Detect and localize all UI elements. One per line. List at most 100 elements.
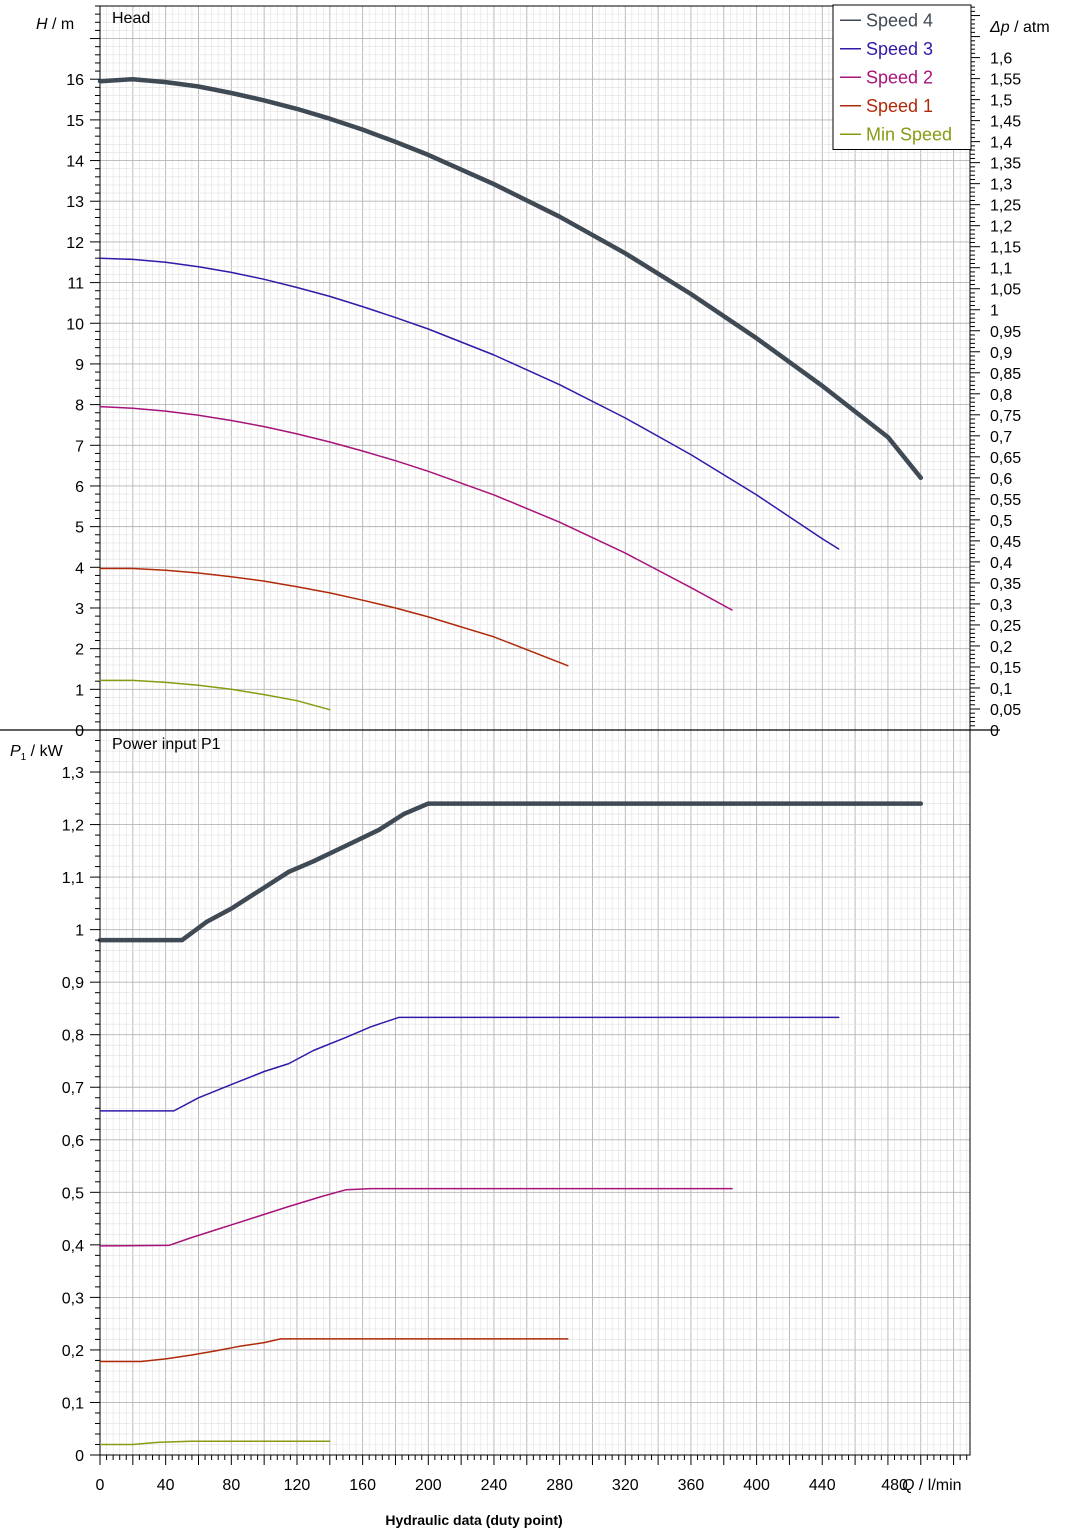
- dp-y-tick-label: 0,9: [990, 345, 1012, 362]
- x-tick-label: 280: [546, 1477, 573, 1494]
- head-y-tick-label: 15: [66, 113, 84, 130]
- dp-y-tick-label: 1: [990, 303, 999, 320]
- power-y-tick-label: 0,6: [62, 1133, 84, 1150]
- dp-y-tick-label: 0,15: [990, 660, 1021, 677]
- dp-y-tick-label: 0,55: [990, 492, 1021, 509]
- dp-y-tick-label: 1,4: [990, 135, 1012, 152]
- head-panel-title: Head: [112, 10, 150, 27]
- head-y-tick-label: 11: [67, 276, 84, 293]
- power-y-tick-label: 1,2: [62, 818, 84, 835]
- dp-y-tick-label: 0,05: [990, 702, 1021, 719]
- power-y-tick-label: 0,5: [62, 1185, 84, 1202]
- chart-frame: [0, 5, 1000, 1456]
- dp-y-tick-label: 0,85: [990, 366, 1021, 383]
- x-tick-label: 80: [222, 1477, 240, 1494]
- power-y-tick-label: 0,9: [62, 975, 84, 992]
- head-series-speed-2: [99, 405, 733, 611]
- power-y-tick-label: 0,4: [62, 1238, 84, 1255]
- head-y-tick-label: 6: [75, 479, 84, 496]
- head-y-tick-label: 4: [75, 560, 84, 577]
- power-y-axis-label: P1 / kW: [10, 743, 64, 763]
- head-y-tick-label: 0: [75, 723, 84, 740]
- head-y-tick-label: 10: [66, 316, 84, 333]
- head-series-speed-4: [97, 76, 924, 481]
- head-series-speed-1: [99, 567, 569, 667]
- power-y-tick-label: 1: [75, 923, 84, 940]
- head-y-tick-label: 7: [75, 438, 84, 455]
- head-y-tick-label: 1: [75, 682, 84, 699]
- legend-label: Speed 1: [866, 96, 933, 116]
- legend: Speed 4 Speed 3 Speed 2 Speed 1 Min Speed: [832, 4, 972, 150]
- power-series-speed-3: [99, 1016, 840, 1112]
- x-axis-label: Q / l/min: [902, 1477, 962, 1494]
- head-series-min-speed: [99, 679, 331, 711]
- power-series-speed-1: [99, 1338, 569, 1363]
- x-tick-label: 320: [612, 1477, 639, 1494]
- power-y-tick-label: 0,8: [62, 1028, 84, 1045]
- dp-y-tick-label: 0,65: [990, 450, 1021, 467]
- dp-y-tick-label: 1,2: [990, 219, 1012, 236]
- dp-y-tick-label: 1,3: [990, 177, 1012, 194]
- x-tick-label: 480: [881, 1477, 908, 1494]
- x-tick-label: 120: [284, 1477, 311, 1494]
- dp-y-tick-label: 0,45: [990, 534, 1021, 551]
- dp-y-tick-label: 0: [990, 723, 999, 740]
- legend-label: Min Speed: [866, 124, 952, 144]
- dp-y-tick-label: 0,35: [990, 576, 1021, 593]
- dp-y-tick-label: 1,6: [990, 51, 1012, 68]
- dp-y-tick-label: 1,25: [990, 198, 1021, 215]
- dp-y-tick-label: 0,1: [990, 681, 1012, 698]
- head-y-tick-label: 13: [66, 194, 84, 211]
- dp-y-tick-label: 0,2: [990, 639, 1012, 656]
- power-y-tick-label: 0,2: [62, 1343, 84, 1360]
- dp-y-tick-label: 1,45: [990, 114, 1021, 131]
- power-y-tick-label: 0: [75, 1448, 84, 1465]
- head-series-speed-3: [99, 257, 840, 550]
- footer-caption: Hydraulic data (duty point): [385, 1512, 562, 1528]
- dp-y-axis-label: Δp / atm: [989, 19, 1050, 36]
- legend-label: Speed 3: [866, 39, 933, 59]
- dp-y-tick-label: 0,4: [990, 555, 1012, 572]
- power-y-tick-label: 0,1: [62, 1395, 84, 1412]
- power-y-tick-label: 0,7: [62, 1080, 84, 1097]
- x-tick-label: 160: [349, 1477, 376, 1494]
- x-tick-label: 40: [157, 1477, 175, 1494]
- dp-y-tick-label: 0,5: [990, 513, 1012, 530]
- head-y-tick-label: 9: [75, 357, 84, 374]
- series-layer: [97, 76, 924, 1446]
- dp-y-tick-label: 0,6: [990, 471, 1012, 488]
- x-tick-label: 240: [481, 1477, 508, 1494]
- axes: 01234567891011121314151600,050,10,150,20…: [62, 5, 1021, 1494]
- dp-y-tick-label: 1,15: [990, 240, 1021, 257]
- power-y-tick-label: 1,1: [62, 870, 84, 887]
- dp-y-tick-label: 1,1: [990, 261, 1012, 278]
- dp-y-tick-label: 0,3: [990, 597, 1012, 614]
- power-y-tick-label: 1,3: [62, 765, 84, 782]
- dp-y-tick-label: 0,75: [990, 408, 1021, 425]
- x-tick-label: 440: [809, 1477, 836, 1494]
- head-y-tick-label: 5: [75, 520, 84, 537]
- head-y-tick-label: 8: [75, 398, 84, 415]
- dp-y-tick-label: 0,95: [990, 324, 1021, 341]
- legend-label: Speed 4: [866, 10, 933, 30]
- dp-y-tick-label: 1,05: [990, 282, 1021, 299]
- dp-y-tick-label: 0,7: [990, 429, 1012, 446]
- dp-y-tick-label: 0,25: [990, 618, 1021, 635]
- x-tick-label: 200: [415, 1477, 442, 1494]
- head-y-axis-label: H / m: [36, 16, 74, 33]
- head-y-tick-label: 14: [66, 154, 84, 171]
- dp-y-tick-label: 1,55: [990, 72, 1021, 89]
- dp-y-tick-label: 1,35: [990, 156, 1021, 173]
- dp-y-tick-label: 1,5: [990, 93, 1012, 110]
- x-tick-label: 400: [743, 1477, 770, 1494]
- power-series-speed-2: [99, 1187, 733, 1247]
- power-series-min-speed: [99, 1440, 331, 1446]
- power-series-speed-4: [97, 801, 924, 943]
- head-y-tick-label: 3: [75, 601, 84, 618]
- x-tick-label: 0: [96, 1477, 105, 1494]
- head-y-tick-label: 2: [75, 642, 84, 659]
- legend-label: Speed 2: [866, 67, 933, 87]
- power-panel-title: Power input P1: [112, 736, 221, 753]
- x-tick-label: 360: [678, 1477, 705, 1494]
